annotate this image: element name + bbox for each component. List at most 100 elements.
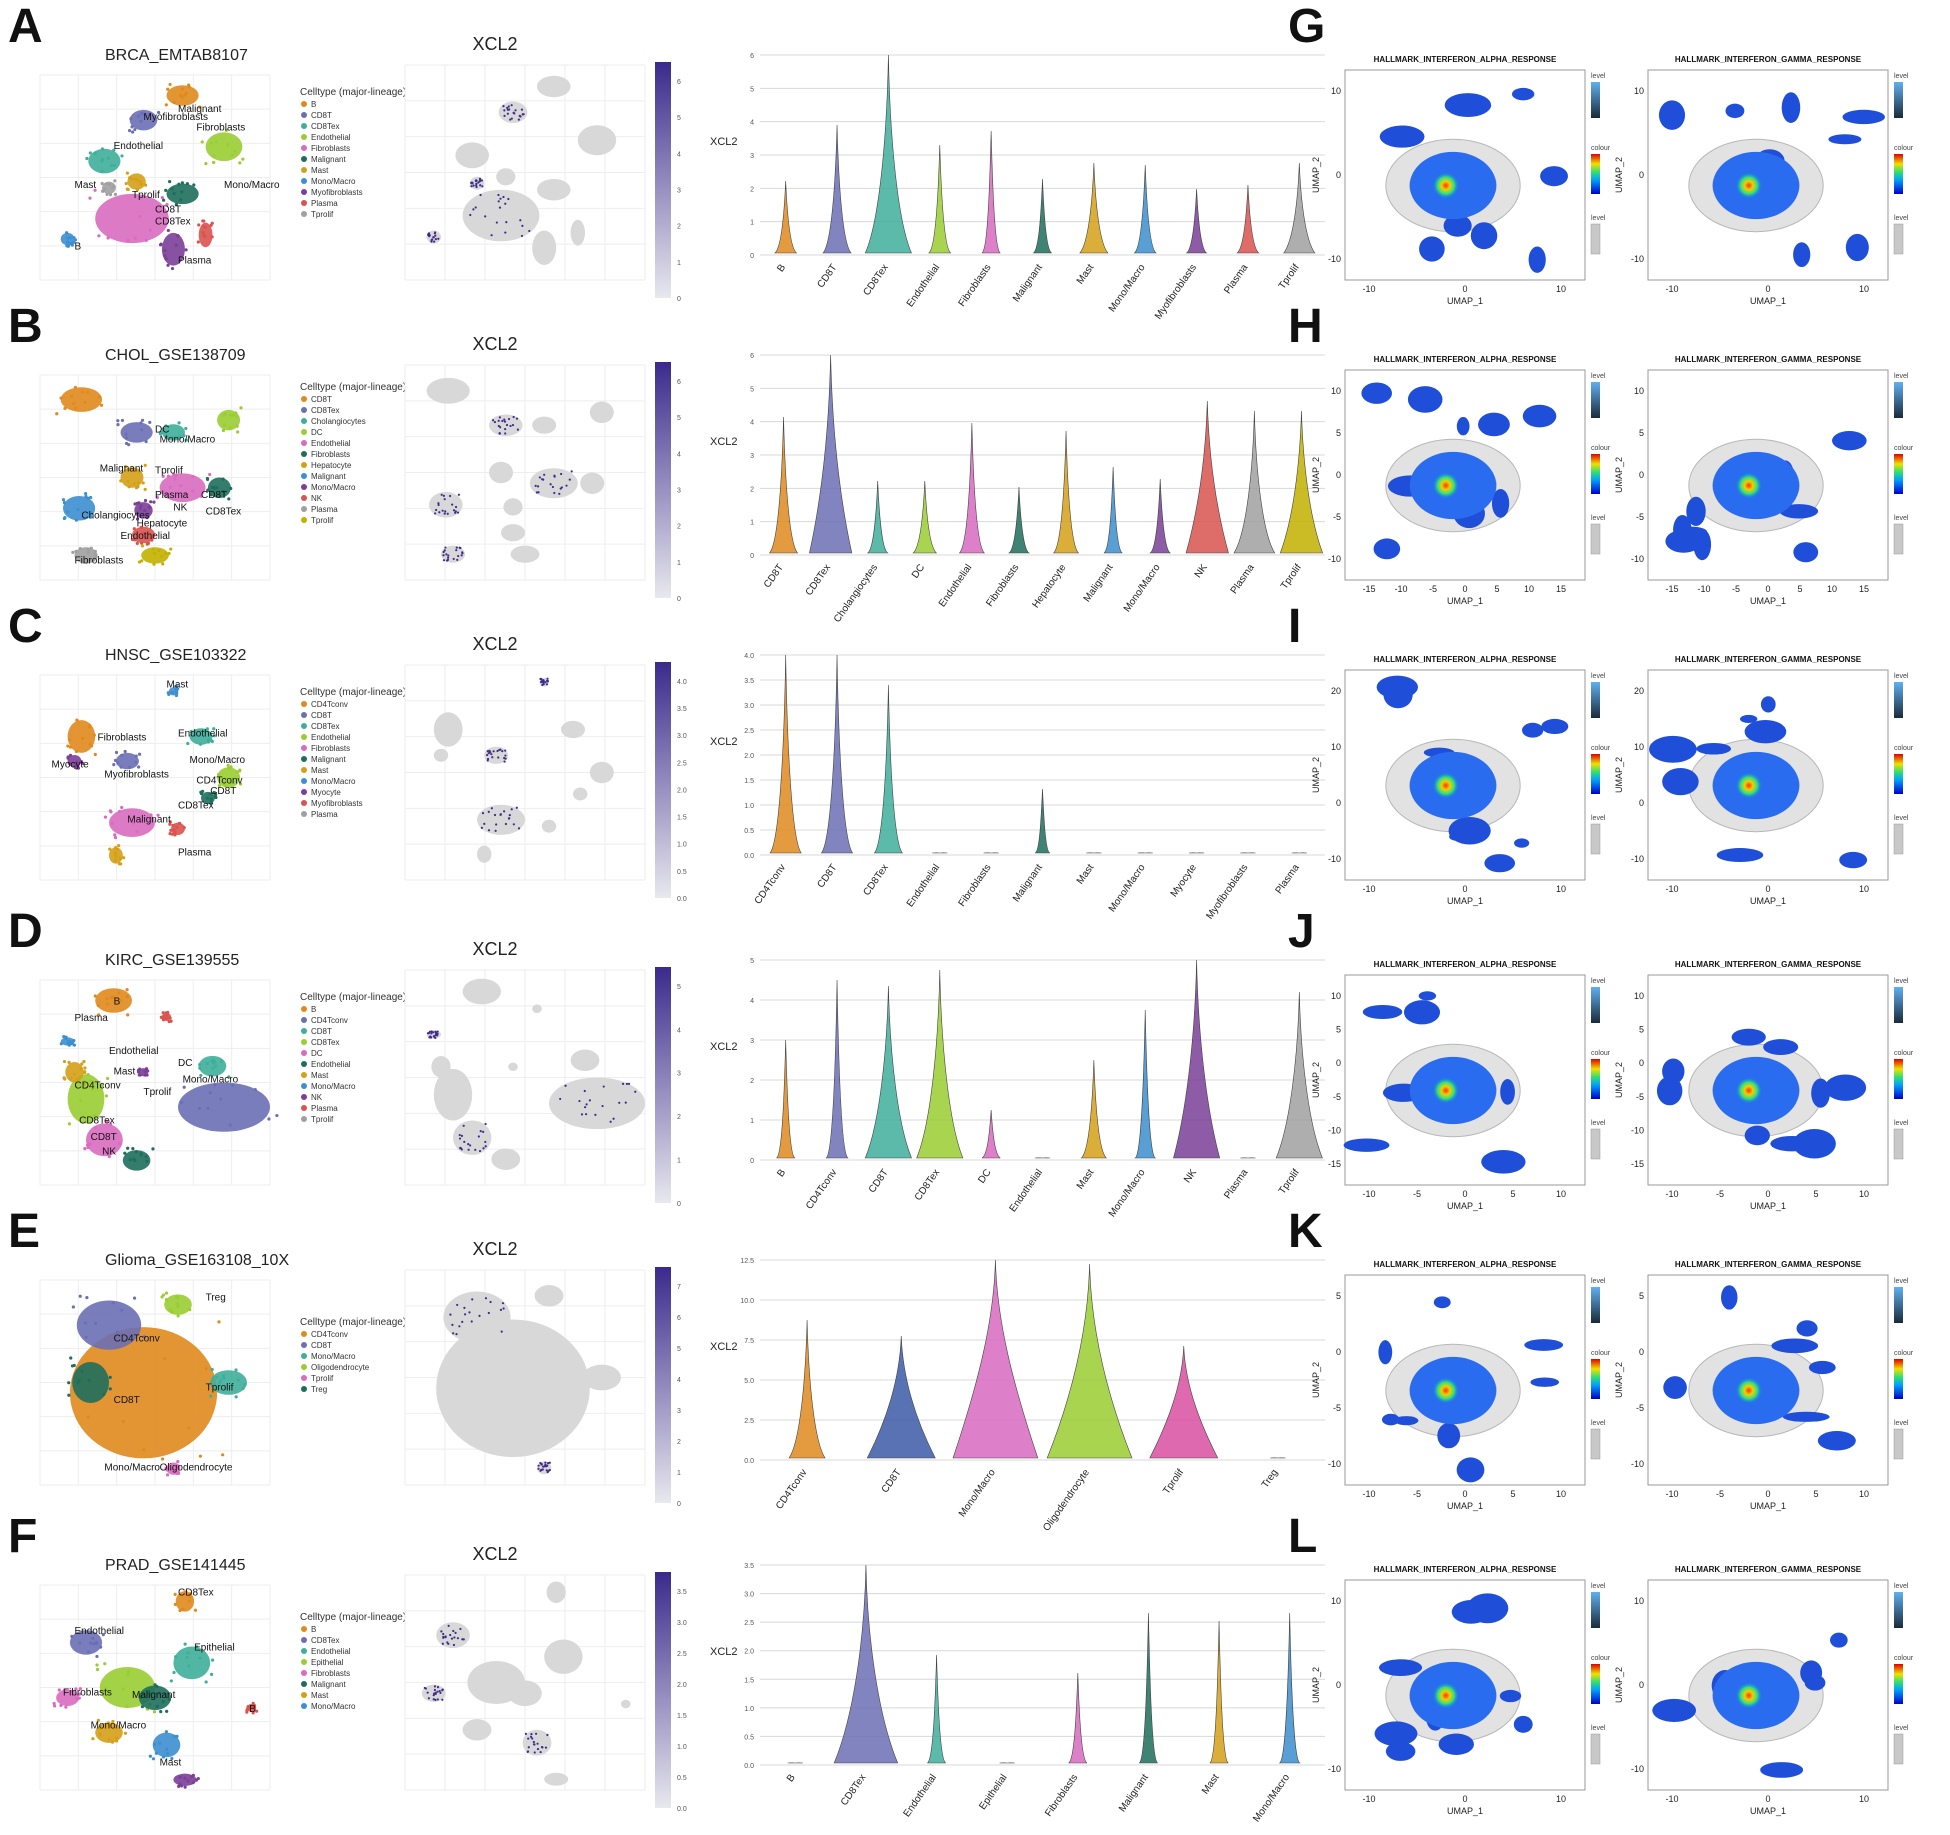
cell-point: [193, 1608, 198, 1612]
expressing-cell: [502, 1307, 505, 1310]
cell-cluster: [1793, 242, 1811, 268]
cell-point: [108, 182, 112, 187]
cell-cluster: [573, 787, 588, 801]
expressing-cell: [441, 1689, 444, 1692]
colorbar-tick: 2: [677, 1114, 681, 1121]
expressing-cell: [478, 177, 482, 181]
cell-point: [221, 1453, 225, 1457]
legend-swatch: [301, 767, 307, 773]
cell-point: [155, 496, 159, 500]
cell-point: [82, 1059, 86, 1064]
cluster-label: Malignant: [100, 463, 144, 474]
cluster-label: Malignant: [132, 1690, 176, 1701]
cell-point: [123, 749, 127, 754]
cell-point: [80, 1062, 84, 1066]
legend-swatch: [301, 712, 307, 718]
legend-label: Malignant: [311, 155, 346, 164]
expressing-cell: [453, 1636, 456, 1639]
x-axis-label: UMAP_1: [1750, 896, 1786, 906]
y-tick: 0: [1336, 798, 1341, 808]
legend-label: DC: [311, 428, 323, 437]
cluster-label: Fibroblasts: [196, 122, 245, 133]
cell-point: [212, 790, 216, 795]
cell-point: [130, 130, 135, 134]
cluster-label: Mono/Macro: [160, 435, 216, 446]
cell-point: [176, 1459, 180, 1464]
cell-cluster: [534, 1285, 564, 1307]
legend-swatch: [301, 1659, 307, 1665]
expressing-cell: [580, 1113, 584, 1116]
violin-category-label: Malignant: [1011, 862, 1045, 904]
expressing-cell: [499, 197, 502, 200]
x-tick: 0: [1765, 584, 1770, 594]
expressing-cell: [515, 806, 518, 809]
expressing-cell: [583, 1089, 586, 1093]
expressing-cell: [524, 1732, 527, 1735]
cell-point: [234, 1395, 238, 1399]
legend-title: level: [1894, 515, 1909, 522]
cell-point: [237, 769, 242, 773]
cell-point: [180, 181, 184, 185]
legend-swatch: [1893, 223, 1904, 255]
cell-cluster: [173, 1646, 211, 1680]
colorbar-tick: 3: [677, 487, 681, 494]
cell-cluster: [508, 1680, 542, 1707]
violin-ytick: 2.5: [744, 1620, 754, 1627]
y-tick: 5: [1336, 1291, 1341, 1301]
expressing-cell: [494, 829, 497, 832]
expressing-cell: [528, 229, 531, 233]
violin-ylabel: XCL2: [710, 1646, 738, 1658]
cell-point: [72, 240, 76, 244]
cell-point: [162, 1014, 166, 1019]
cell-point: [164, 1291, 169, 1295]
expressing-cell: [503, 420, 507, 423]
cell-point: [108, 847, 112, 851]
right-panels: GHALLMARK_INTERFERON_ALPHA_RESPONSEUMAP_…: [1288, 0, 1914, 1816]
celltype-umap: BPlasmaEndothelialDCMastMono/MacroCD4Tco…: [39, 979, 279, 1186]
cell-point: [160, 554, 164, 558]
expressing-cell: [520, 234, 524, 238]
expressing-cell: [519, 115, 522, 118]
colorbar-tick: 1.0: [677, 1744, 687, 1751]
cell-point: [186, 741, 190, 746]
cell-point: [126, 187, 130, 192]
expressing-cell: [564, 1084, 567, 1087]
expressing-cell: [501, 749, 504, 753]
violin-shape: [928, 144, 952, 254]
violin-shape: [1185, 400, 1229, 554]
cluster-label: B: [75, 241, 82, 252]
expressing-cell: [512, 111, 515, 114]
legend-label: Malignant: [311, 755, 346, 764]
cell-point: [203, 234, 207, 239]
cell-point: [178, 1775, 182, 1779]
x-tick: 0: [1765, 1794, 1770, 1804]
cell-point: [62, 501, 67, 505]
plot-title: HALLMARK_INTERFERON_ALPHA_RESPONSE: [1374, 655, 1557, 664]
colorbar-tick: 2: [677, 1439, 681, 1446]
colorbar-tick: 0: [677, 596, 681, 603]
legend-title: level: [1591, 73, 1606, 80]
cluster-label: Myofibroblasts: [144, 112, 208, 123]
violin-shape: [1185, 188, 1208, 254]
celltype-legend: Celltype (major-lineage)CD8TCD8TexCholan…: [300, 382, 406, 525]
plot-title: HALLMARK_INTERFERON_GAMMA_RESPONSE: [1675, 55, 1862, 64]
dataset-title: HNSC_GSE103322: [105, 647, 247, 664]
cell-point: [174, 685, 178, 689]
cell-point: [151, 1147, 155, 1151]
cell-point: [100, 147, 105, 151]
y-tick: -10: [1631, 1125, 1644, 1135]
y-axis-label: UMAP_2: [1614, 1062, 1624, 1098]
cell-cluster: [1522, 404, 1557, 428]
y-tick: 10: [1634, 742, 1644, 752]
expressing-cell: [527, 1737, 530, 1740]
cell-point: [187, 1664, 191, 1668]
cell-point: [59, 1703, 63, 1707]
cell-point: [66, 244, 70, 248]
cell-point: [236, 430, 240, 434]
expressing-cell: [432, 1035, 435, 1038]
expressing-cell: [549, 483, 552, 486]
legend-title: level: [1591, 215, 1606, 222]
legend-swatch: [1893, 1733, 1904, 1765]
cell-cluster: [1511, 87, 1535, 101]
